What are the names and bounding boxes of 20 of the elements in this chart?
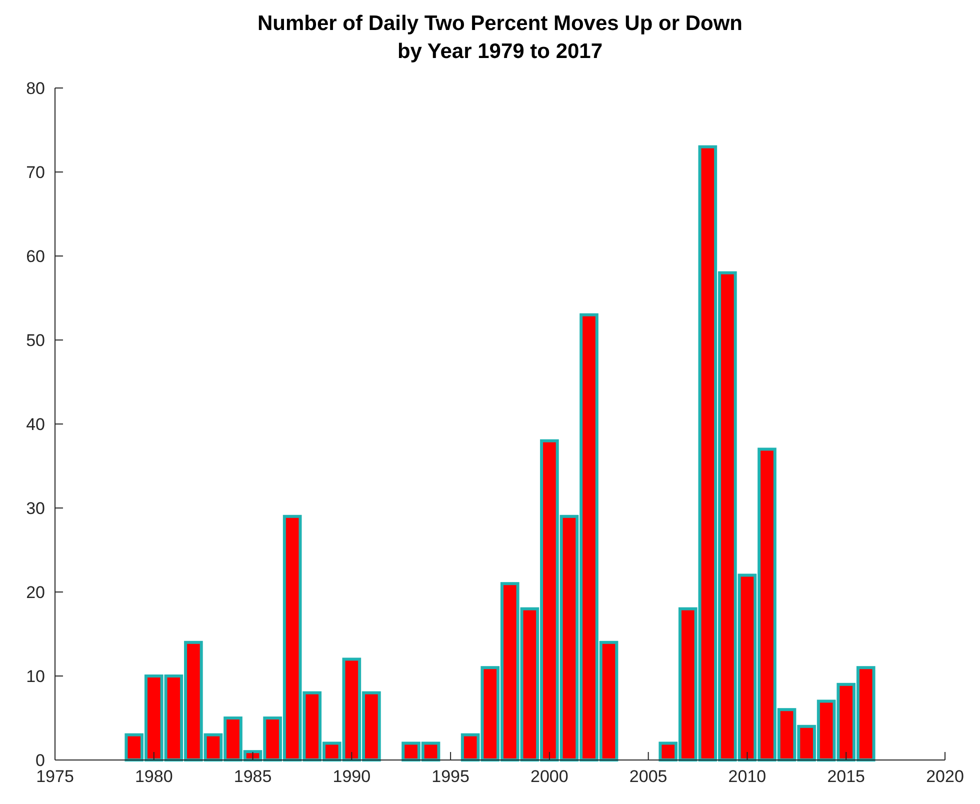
y-tick-label: 60	[26, 247, 45, 266]
y-tick-label: 0	[36, 751, 45, 770]
y-tick-label: 70	[26, 163, 45, 182]
chart-title: Number of Daily Two Percent Moves Up or Down by Year 1979 to 2017	[257, 12, 743, 63]
x-tick-label: 1995	[432, 767, 470, 786]
y-tick-label: 40	[26, 415, 45, 434]
x-tick-label: 2010	[728, 767, 766, 786]
x-tick-label: 1975	[36, 767, 74, 786]
x-tick-label: 2015	[827, 767, 866, 786]
y-tick-label: 80	[26, 79, 45, 98]
y-tick-label: 10	[26, 667, 45, 686]
x-tick-label: 2020	[926, 767, 964, 786]
y-tick-label: 50	[26, 331, 45, 350]
y-tick-label: 30	[26, 499, 45, 518]
x-tick-label: 1990	[332, 767, 371, 786]
x-tick-label: 2005	[629, 767, 668, 786]
x-tick-label: 1985	[234, 767, 272, 786]
x-tick-label: 1980	[134, 767, 173, 786]
y-tick-label: 20	[26, 583, 45, 602]
x-tick-label: 2000	[530, 767, 568, 786]
